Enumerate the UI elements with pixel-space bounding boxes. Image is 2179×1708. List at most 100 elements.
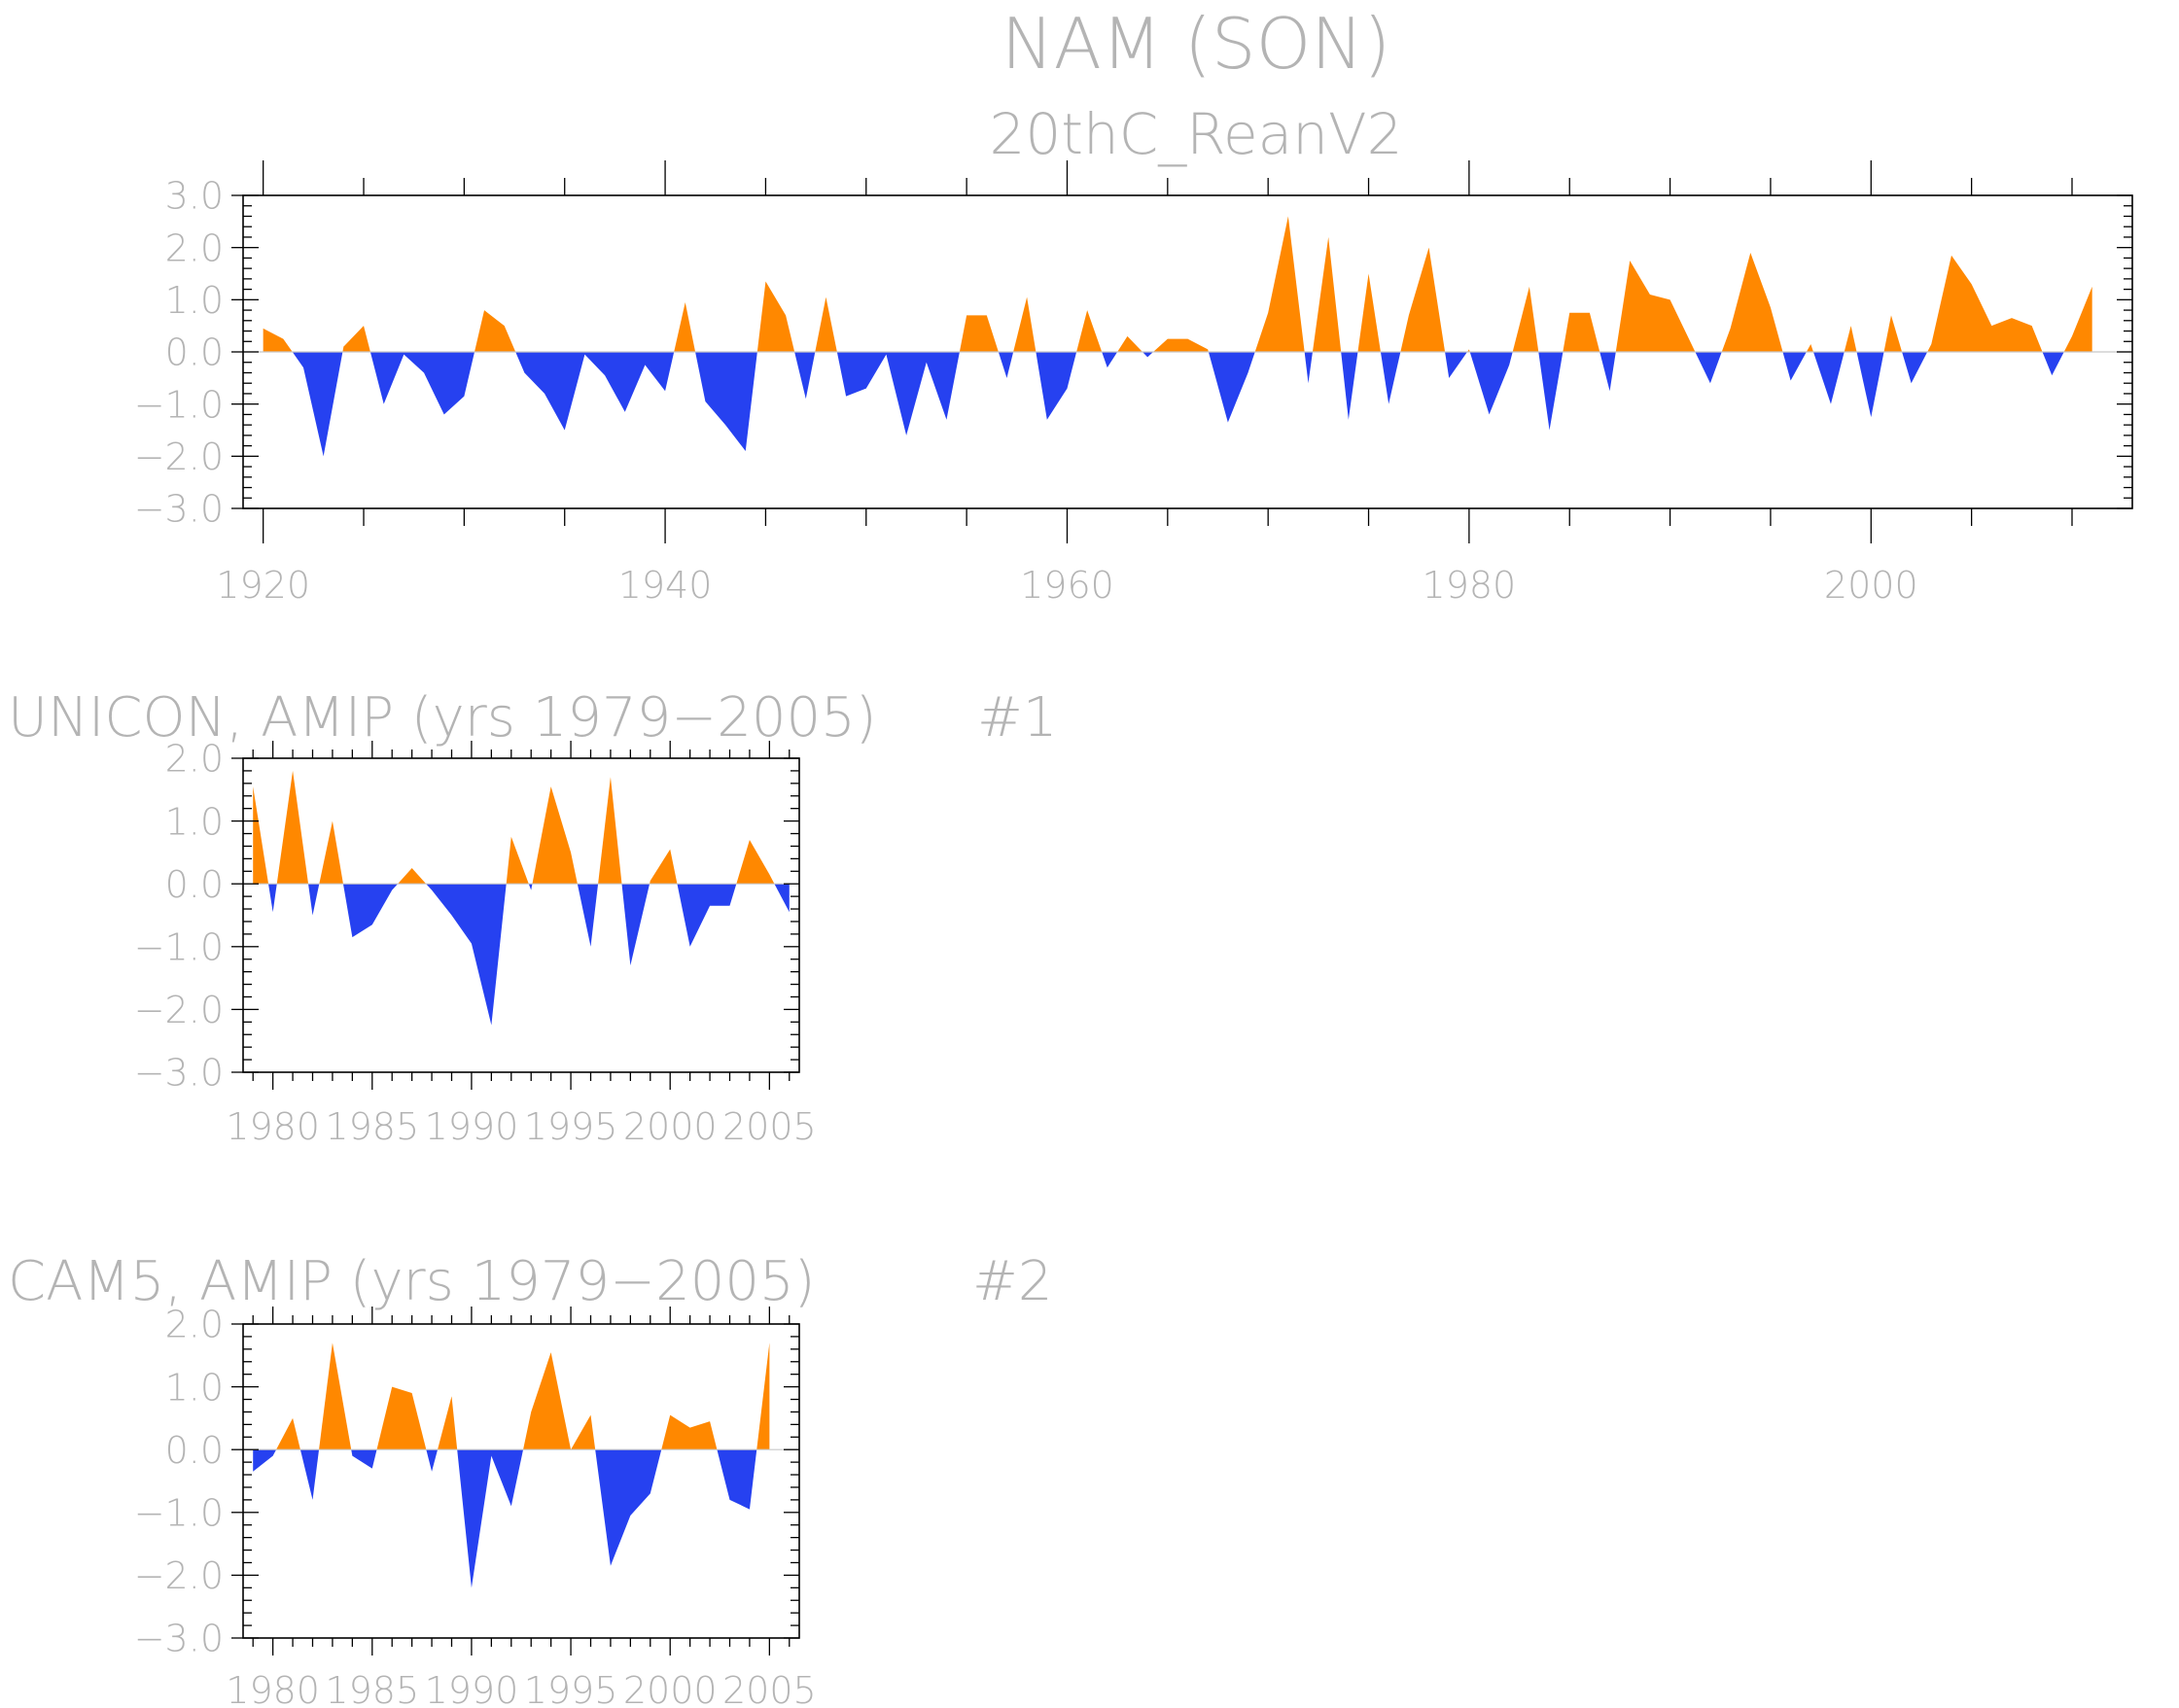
y-tick-label: −3.0 [134,1618,224,1660]
negative-anomaly-area [1856,352,1884,418]
panel-cam5-areas [253,1342,770,1588]
x-tick-label: 2000 [1824,564,1918,607]
negative-anomaly-area [1380,352,1401,404]
positive-anomaly-area [1563,312,1600,352]
y-tick-label: −3.0 [134,1052,224,1095]
x-tick-label: 1980 [226,1105,320,1148]
figure-title: NAM (SON) [1002,3,1391,85]
y-tick-label: −2.0 [134,436,224,478]
x-tick-label: 1960 [1020,564,1114,607]
positive-anomaly-area [523,1352,596,1450]
y-tick-label: 1.0 [165,800,224,843]
negative-anomaly-area [426,884,507,1026]
x-tick-label: 1985 [325,1669,419,1708]
negative-anomaly-area [528,884,533,890]
x-tick-label: 1980 [1423,564,1517,607]
y-tick-label: 2.0 [165,1304,224,1346]
panel-unicon: UNICON, AMIP (yrs 1979−2005) #1 2.0 1.0 0.… [8,686,1058,1148]
negative-anomaly-area [717,1449,757,1510]
panel-cam5-ticks [231,1307,799,1656]
positive-anomaly-area [756,281,795,352]
negative-anomaly-area [577,884,599,947]
negative-anomaly-area [595,1449,662,1566]
positive-anomaly-area [1512,286,1539,352]
panel-unicon-ticks [231,741,799,1090]
negative-anomaly-area [308,884,320,916]
negative-anomaly-area [1695,352,1722,384]
positive-anomaly-area [2063,286,2092,352]
positive-anomaly-area [661,1414,718,1450]
positive-anomaly-area [1615,261,1696,352]
x-tick-label: 1985 [325,1105,419,1148]
x-tick-label: 1995 [524,1105,618,1148]
y-tick-label: −2.0 [134,1554,224,1597]
y-tick-label: 3.0 [165,175,224,218]
positive-anomaly-area [532,786,578,885]
positive-anomaly-area [276,1417,300,1450]
panel-cam5-label: CAM5, AMIP (yrs 1979−2005) [8,1250,815,1313]
panel-reanalysis-xtick-labels: 1920 1940 1960 1980 2000 [216,564,1917,607]
positive-anomaly-area [1117,335,1142,352]
x-tick-label: 2000 [623,1105,718,1148]
negative-anomaly-area [1036,352,1077,420]
y-tick-label: 1.0 [165,279,224,322]
x-tick-label: 1940 [618,564,713,607]
positive-anomaly-area [506,836,529,885]
negative-anomaly-area [1304,352,1313,384]
positive-anomaly-area [1721,253,1783,352]
negative-anomaly-area [677,884,737,947]
panel-unicon-frame [242,757,800,1073]
panel-cam5-frame [242,1323,800,1639]
y-tick-label: −1.0 [134,1491,224,1534]
negative-anomaly-area [292,352,343,457]
y-tick-label: 1.0 [165,1366,224,1409]
panel-reanalysis-ytick-labels: 3.0 2.0 1.0 0.0 −1.0 −2.0 −3.0 [134,175,224,531]
panel-unicon-label: UNICON, AMIP (yrs 1979−2005) [8,686,877,749]
x-tick-label: 2005 [722,1669,817,1708]
positive-anomaly-area [1400,247,1446,352]
negative-anomaly-area [836,352,960,436]
negative-anomaly-area [369,352,475,415]
panel-cam5-ytick-labels: 2.0 1.0 0.0 −1.0 −2.0 −3.0 [134,1304,224,1660]
y-tick-label: −1.0 [134,925,224,968]
panel-unicon-xtick-labels: 1980 1985 1990 1995 2000 2005 [226,1105,816,1148]
negative-anomaly-area [457,1449,524,1588]
positive-anomaly-area [438,1396,458,1450]
positive-anomaly-area [342,326,370,352]
positive-anomaly-area [263,328,293,352]
negative-anomaly-area [1902,352,1928,384]
positive-anomaly-area [1013,296,1037,352]
panel-unicon-areas [253,770,790,1026]
positive-anomaly-area [1254,216,1305,352]
panel-unicon-tag: #1 [977,686,1058,749]
positive-anomaly-area [756,1342,770,1450]
negative-anomaly-area [998,352,1014,378]
panel-reanalysis: 20thC_ReanV2 3.0 2.0 1.0 0.0 −1.0 −2.0 −3.0 19… [134,101,2133,607]
x-tick-label: 1990 [425,1105,519,1148]
panel-cam5: CAM5, AMIP (yrs 1979−2005) #2 2.0 1.0 0.0 −… [8,1250,1053,1708]
negative-anomaly-area [1812,352,1845,404]
positive-anomaly-area [815,296,837,352]
positive-anomaly-area [398,868,427,885]
panel-cam5-xtick-labels: 1980 1985 1990 1995 2000 2005 [226,1669,816,1708]
negative-anomaly-area [1782,352,1807,381]
x-tick-label: 1920 [216,564,310,607]
positive-anomaly-area [674,302,696,352]
panel-reanalysis-title: 20thC_ReanV2 [989,101,1402,167]
positive-anomaly-area [736,839,775,885]
negative-anomaly-area [1208,352,1255,423]
y-tick-label: 0.0 [165,1429,224,1472]
y-tick-label: −1.0 [134,383,224,426]
negative-anomaly-area [1599,352,1616,392]
positive-anomaly-area [1927,255,2043,352]
positive-anomaly-area [1153,338,1209,352]
negative-anomaly-area [253,1449,277,1472]
negative-anomaly-area [268,884,277,913]
negative-anomaly-area [1445,352,1467,378]
negative-anomaly-area [1341,352,1358,420]
positive-anomaly-area [650,849,678,885]
x-tick-label: 1990 [425,1669,519,1708]
negative-anomaly-area [794,352,816,400]
negative-anomaly-area [426,1449,439,1472]
